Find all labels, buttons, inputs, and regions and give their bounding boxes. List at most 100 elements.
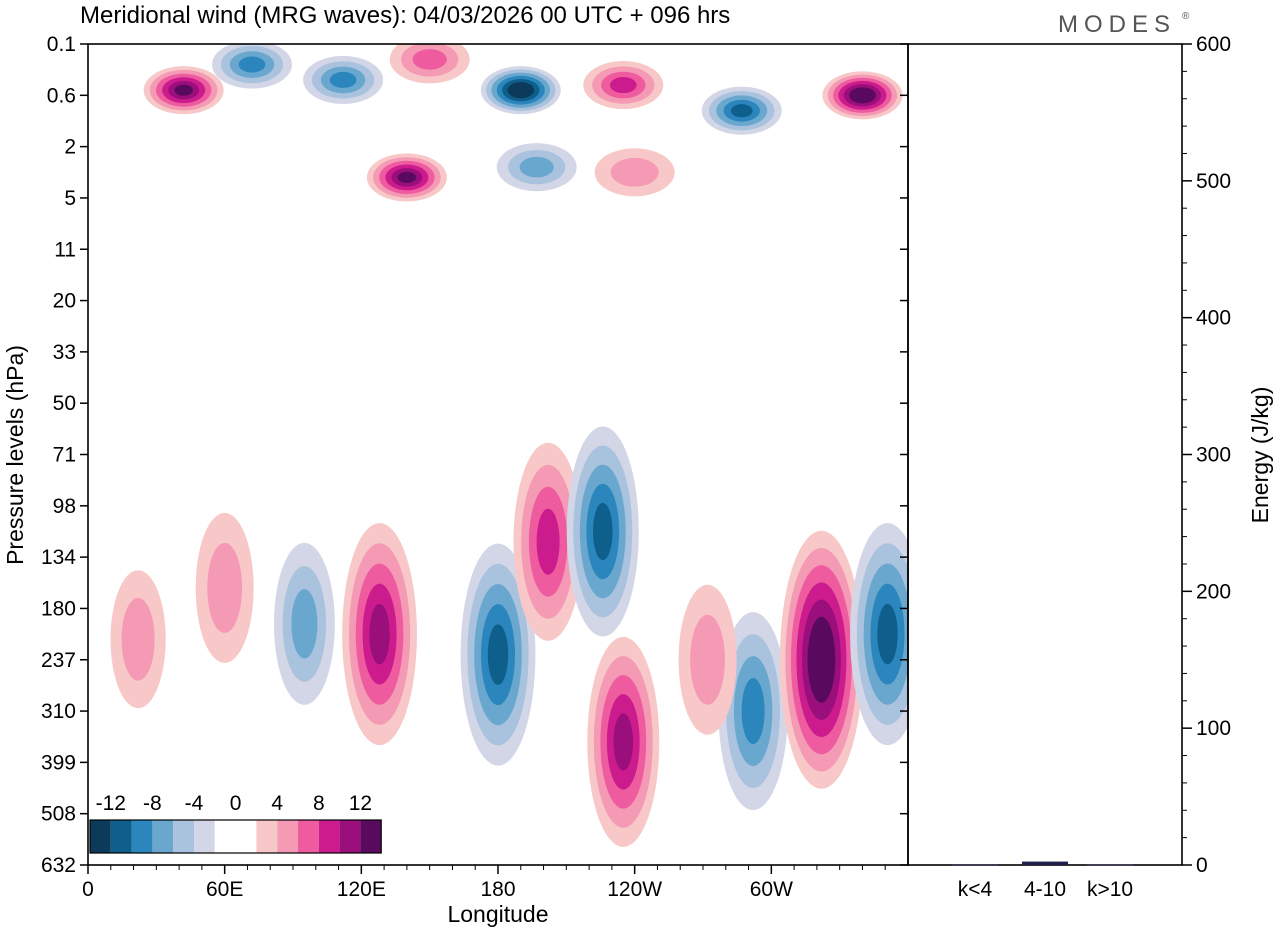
colorbar-cell — [339, 820, 361, 853]
colorbar-label: 0 — [230, 792, 242, 815]
colorbar-cell — [152, 820, 174, 853]
x-tick-label: 60W — [750, 878, 793, 901]
contour-band — [412, 49, 447, 70]
anomaly-cell — [366, 153, 447, 202]
anomaly-cell — [701, 86, 782, 135]
y-tick-label: 632 — [41, 854, 76, 877]
contour-band — [174, 84, 193, 96]
contour-band — [741, 678, 765, 745]
contour-band — [369, 603, 390, 665]
y-tick-label: 11 — [54, 238, 76, 261]
y-tick-label: 508 — [41, 803, 76, 826]
y-tick-label: 33 — [53, 341, 76, 364]
anomaly-cell — [273, 542, 335, 705]
anomaly-cell — [212, 44, 292, 89]
energy-category-label: 4-10 — [1024, 878, 1066, 901]
contour-band — [730, 104, 753, 118]
y-tick-label: 20 — [53, 290, 76, 313]
x-tick-label: 180 — [480, 878, 515, 901]
x-tick-label: 60E — [206, 878, 243, 901]
contour-field — [110, 44, 908, 847]
y-tick-label: 134 — [41, 546, 76, 569]
anomaly-cell — [583, 61, 664, 110]
anomaly-cell — [143, 66, 224, 115]
y-tick-label: 0.6 — [47, 84, 76, 107]
colorbar-cell — [277, 820, 298, 853]
contour-band — [291, 589, 318, 659]
y-tick-label: 310 — [41, 700, 76, 723]
anomaly-cell — [587, 636, 660, 847]
y-tick-label: 0.1 — [47, 33, 76, 56]
colorbar-cell — [298, 820, 319, 853]
y-tick-label: 180 — [41, 597, 76, 620]
energy-bar — [1022, 861, 1068, 865]
x-axis-label: Longitude — [447, 901, 548, 927]
contour-band — [609, 77, 637, 94]
contour-band — [690, 614, 725, 705]
colorbar-cell — [131, 820, 153, 853]
y-tick-label: 98 — [53, 495, 76, 518]
energy-bar — [1087, 864, 1133, 866]
energy-y-tick-label: 300 — [1196, 444, 1231, 467]
x-tick-label: 0 — [82, 878, 94, 901]
anomaly-cell — [303, 55, 384, 104]
energy-y-tick-label: 0 — [1196, 854, 1208, 877]
contour-band — [877, 603, 898, 665]
contour-band — [487, 624, 509, 685]
contour-band — [121, 597, 155, 681]
colorbar-label: -12 — [96, 792, 126, 815]
x-tick-label: 120W — [607, 878, 662, 901]
colorbar-label: 12 — [349, 792, 372, 815]
contour-band — [238, 56, 266, 73]
energy-panel: 0 100 200 300 400 500 600 k<4 4-10 k>10 Energy (… — [907, 33, 1273, 901]
y-tick-label: 237 — [41, 649, 76, 672]
y-tick-label: 399 — [41, 751, 76, 774]
contour-band — [329, 71, 357, 88]
colorbar-cell — [360, 820, 382, 853]
energy-bars — [952, 861, 1133, 866]
energy-category-label: k<4 — [958, 878, 993, 901]
colorbar-frame — [89, 819, 382, 854]
contour-band — [813, 633, 830, 686]
anomaly-cell — [342, 523, 417, 746]
energy-y-tick-label: 200 — [1196, 580, 1231, 603]
anomaly-cell — [678, 584, 737, 735]
anomaly-cell — [496, 143, 577, 192]
energy-y-tick-label: 500 — [1196, 170, 1231, 193]
y-tick-label: 50 — [53, 392, 76, 415]
registered-mark: ® — [1182, 11, 1190, 22]
colorbar-cell — [214, 820, 236, 853]
anomaly-cell — [718, 612, 788, 811]
colorbar-label: 8 — [313, 792, 325, 815]
anomaly-cell — [850, 523, 908, 746]
anomaly-cell — [389, 44, 470, 84]
chart-title: Meridional wind (MRG waves): 04/03/2026 … — [80, 2, 730, 29]
energy-y-axis: 0 100 200 300 400 500 600 — [1182, 33, 1231, 877]
colorbar: -12 -8 -4 0 4 8 12 — [89, 792, 382, 854]
y-axis-label: Pressure levels (hPa) — [2, 345, 28, 565]
heatmap-panel: 0 60E 120E 180 120W 60W 0.1 0.6 2 5 11 20 33 50 71 98 1… — [2, 33, 909, 927]
anomaly-cell — [460, 543, 536, 766]
colorbar-cell — [235, 820, 257, 853]
anomaly-cell — [822, 71, 903, 120]
y-tick-label: 5 — [64, 187, 76, 210]
anomaly-cell — [513, 442, 583, 641]
anomaly-cell — [195, 512, 254, 663]
energy-y-axis-label: Energy (J/kg) — [1247, 387, 1273, 524]
energy-y-tick-label: 100 — [1196, 717, 1231, 740]
colorbar-cell — [173, 820, 194, 853]
contour-band — [512, 85, 529, 95]
colorbar-label: -8 — [143, 792, 162, 815]
contour-band — [207, 542, 243, 633]
energy-category-label: k>10 — [1087, 878, 1133, 901]
energy-y-tick-label: 400 — [1196, 307, 1231, 330]
energy-x-axis: k<4 4-10 k>10 — [958, 878, 1133, 901]
colorbar-cell — [256, 820, 278, 853]
contour-band — [613, 713, 634, 771]
energy-bar — [952, 864, 998, 866]
energy-plot-frame — [907, 43, 1183, 866]
contour-band — [610, 157, 659, 187]
colorbar-cell — [110, 820, 132, 853]
colorbar-cell — [318, 820, 340, 853]
